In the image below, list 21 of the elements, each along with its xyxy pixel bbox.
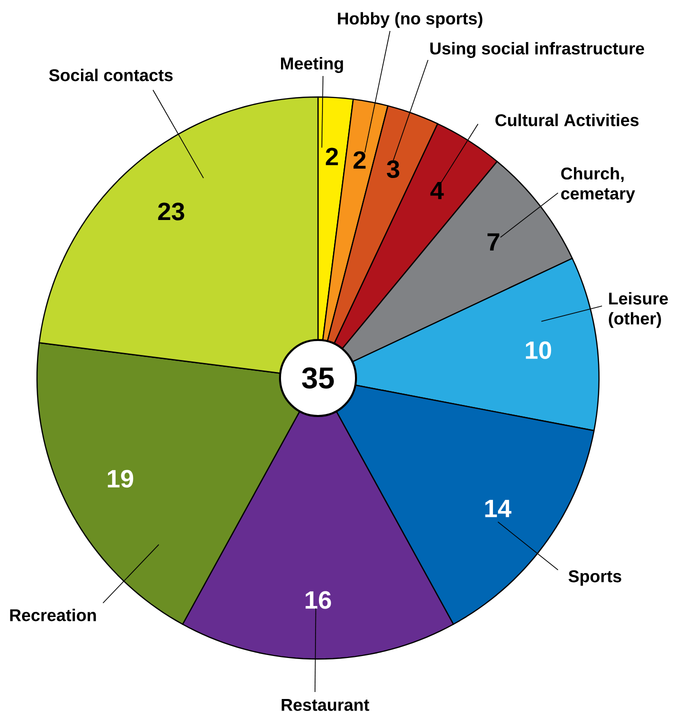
data-label: 16 xyxy=(306,591,331,609)
text: 35 xyxy=(302,367,334,389)
data-label: 10 xyxy=(526,341,551,360)
slice-label: Meeting xyxy=(280,57,343,73)
data-label: 2 xyxy=(353,151,366,169)
slice-label: Using social infrastructure xyxy=(430,42,644,58)
data-label: 4 xyxy=(430,182,444,200)
data-label: 14 xyxy=(485,500,512,518)
data-label: 19 xyxy=(108,470,134,488)
slice-label: Social contacts xyxy=(48,68,172,82)
data-label: 3 xyxy=(386,160,400,178)
slice-label: Restaurant xyxy=(282,699,370,711)
data-label: 7 xyxy=(487,233,500,251)
data-label: 23 xyxy=(158,202,184,220)
slice-label: Hobby (no sports) xyxy=(338,12,482,28)
slice-label: Leisure (other) xyxy=(608,292,668,328)
slice-label: Church, cemetary xyxy=(561,167,635,203)
data-label: 2 xyxy=(326,148,338,166)
slice-label: Recreation xyxy=(10,608,96,622)
slice-label: Sports xyxy=(568,570,622,586)
slice-label: Cultural Activities xyxy=(495,114,638,126)
